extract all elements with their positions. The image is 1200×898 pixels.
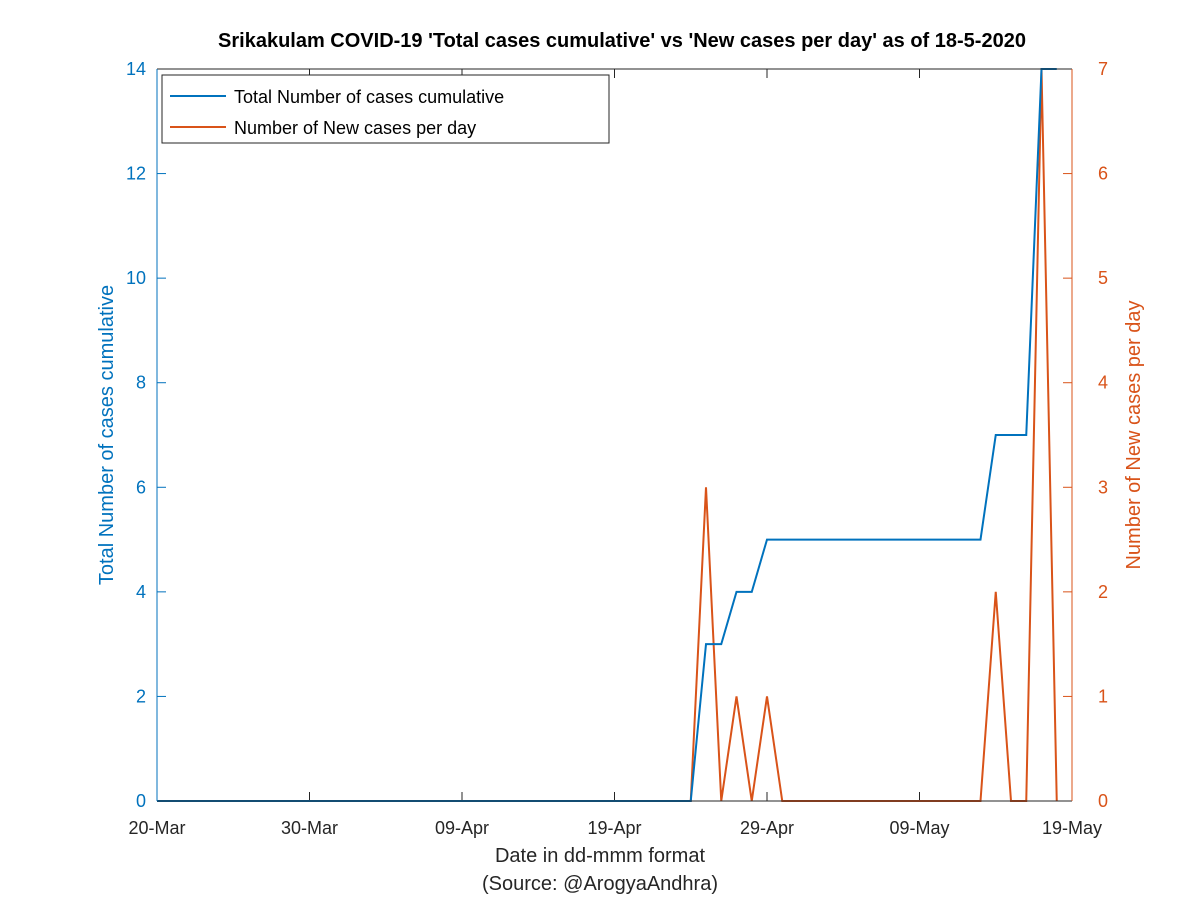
y-left-tick-label: 10 [126,268,146,288]
y-right-tick-label: 3 [1098,477,1108,497]
x-tick-label: 19-Apr [587,818,641,838]
y-left-tick-label: 4 [136,582,146,602]
x-tick-label: 09-Apr [435,818,489,838]
legend-label-new: Number of New cases per day [234,118,476,138]
y-left-tick-label: 2 [136,686,146,706]
x-tick-label: 30-Mar [281,818,338,838]
y-left-tick-label: 6 [136,477,146,497]
series-line-total-cumulative [157,68,1057,802]
y-right-tick-label: 4 [1098,373,1108,393]
legend-box [161,74,610,144]
y-right-tick-label: 0 [1098,791,1108,811]
legend: Total Number of cases cumulative Number … [161,74,610,144]
x-tick-label: 09-May [889,818,949,838]
y-right-tick-label: 7 [1098,59,1108,79]
y-left-axis-label: Total Number of cases cumulative [96,285,118,585]
y-right-tick-label: 2 [1098,582,1108,602]
y-left-tick-label: 0 [136,791,146,811]
x-tick-label: 20-Mar [128,818,185,838]
chart-title: Srikakulam COVID-19 'Total cases cumulat… [218,30,1026,52]
plot-area [157,69,1072,801]
y-right-axis-label: Number of New cases per day [1123,300,1145,569]
y-left-tick-label: 14 [126,59,146,79]
x-tick-label: 19-May [1042,818,1102,838]
y-left-tick-label: 8 [136,373,146,393]
x-axis-label: Date in dd-mmm format [495,845,705,867]
source-note: (Source: @ArogyaAndhra) [482,873,718,895]
y-right-tick-label: 6 [1098,164,1108,184]
y-right-tick-label: 5 [1098,268,1108,288]
x-tick-label: 29-Apr [740,818,794,838]
legend-label-total: Total Number of cases cumulative [234,87,504,107]
y-right-tick-label: 1 [1098,686,1108,706]
y-left-tick-label: 12 [126,164,146,184]
